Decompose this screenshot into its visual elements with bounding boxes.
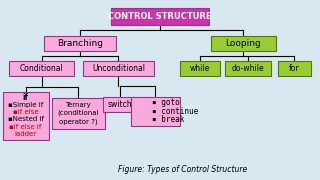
FancyBboxPatch shape	[9, 61, 74, 76]
FancyBboxPatch shape	[3, 92, 49, 140]
Text: ▪if else: ▪if else	[13, 109, 38, 115]
FancyBboxPatch shape	[225, 61, 271, 76]
Text: Unconditional: Unconditional	[92, 64, 145, 73]
FancyBboxPatch shape	[111, 8, 209, 25]
Text: ▪ goto: ▪ goto	[152, 98, 180, 107]
Text: CONTROL STRUCTURE: CONTROL STRUCTURE	[108, 12, 212, 21]
FancyBboxPatch shape	[278, 61, 311, 76]
Text: Looping: Looping	[225, 39, 261, 48]
Text: ▪if else if: ▪if else if	[9, 124, 42, 130]
Text: Figure: Types of Control Structure: Figure: Types of Control Structure	[118, 165, 247, 174]
Text: ▪ continue: ▪ continue	[152, 107, 198, 116]
Text: ▪Nested if: ▪Nested if	[8, 116, 44, 122]
Text: Ternary
(conditional
operator ?): Ternary (conditional operator ?)	[58, 102, 99, 125]
Text: Branching: Branching	[57, 39, 103, 48]
Text: if: if	[23, 93, 28, 102]
Text: ▪Simple if: ▪Simple if	[8, 102, 43, 108]
Text: do-while: do-while	[232, 64, 264, 73]
Text: ladder: ladder	[14, 131, 37, 137]
FancyBboxPatch shape	[83, 61, 154, 76]
FancyBboxPatch shape	[131, 97, 180, 126]
FancyBboxPatch shape	[44, 36, 116, 51]
Text: switch: switch	[108, 100, 132, 109]
FancyBboxPatch shape	[211, 36, 276, 51]
FancyBboxPatch shape	[180, 61, 220, 76]
Text: ▪ break: ▪ break	[152, 115, 184, 124]
Text: while: while	[190, 64, 210, 73]
Text: for: for	[289, 64, 300, 73]
Text: Conditional: Conditional	[20, 64, 63, 73]
FancyBboxPatch shape	[52, 98, 105, 129]
FancyBboxPatch shape	[103, 97, 137, 112]
